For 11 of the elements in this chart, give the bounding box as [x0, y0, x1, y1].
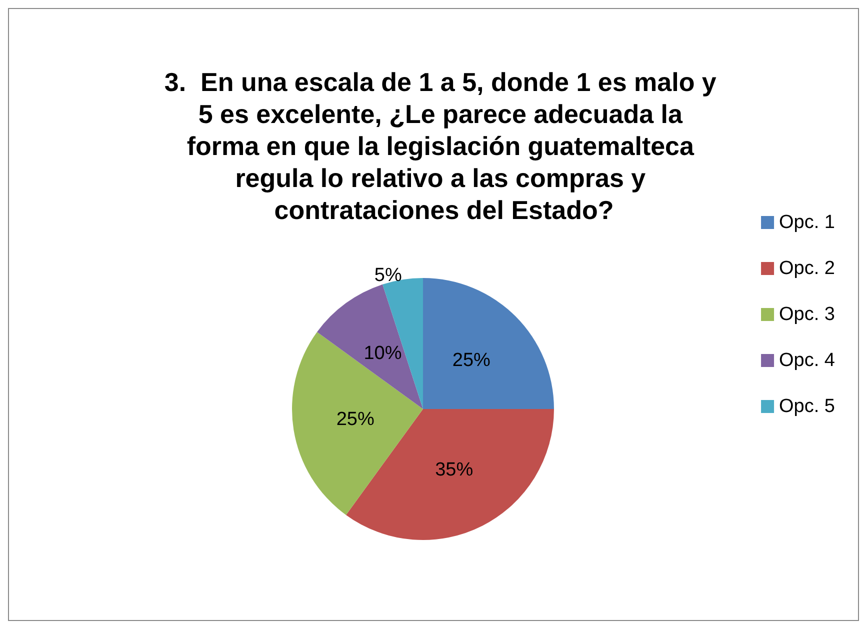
legend-label: Opc. 2: [779, 258, 836, 279]
data-label: 10%: [364, 343, 402, 364]
data-label: 25%: [336, 409, 374, 430]
chart-title: 3. En una escala de 1 a 5, donde 1 es malo y 5 es excelente, ¿Le parece adecuada la forma en que la legislación guatemalteca regula lo relativo a las compras y contrataciones del Estado?: [164, 67, 724, 225]
legend-label: Opc. 1: [779, 212, 836, 233]
legend-label: Opc. 3: [779, 304, 836, 325]
data-label: 5%: [374, 265, 402, 286]
legend-label: Opc. 4: [779, 350, 836, 371]
legend-label: Opc. 5: [779, 396, 836, 417]
data-label: 35%: [435, 460, 474, 481]
data-label: 25%: [452, 350, 491, 372]
